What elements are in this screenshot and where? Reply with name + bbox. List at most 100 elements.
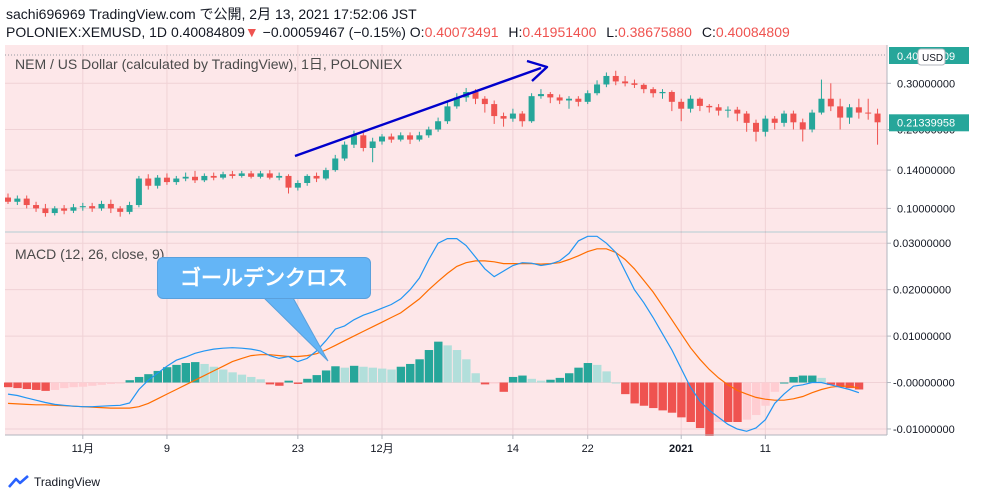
golden-cross-callout[interactable]: ゴールデンクロス [157, 257, 371, 299]
candle-body [500, 116, 507, 119]
candle-body [304, 175, 311, 183]
time-axis-label: 12月 [370, 443, 393, 455]
histogram-bar [462, 359, 471, 383]
chart-canvas[interactable]: NEM / US Dollar (calculated by TradingVi… [0, 0, 982, 470]
candle-body [537, 94, 544, 97]
time-axis[interactable]: 11月 9 23 12月 14 22 2021 11 [72, 435, 771, 455]
candle-body [201, 175, 208, 181]
histogram-bar [471, 373, 480, 383]
candle-body [715, 107, 722, 111]
tradingview-footer[interactable]: TradingView [8, 472, 100, 492]
histogram-bar [162, 367, 172, 383]
histogram-bar [13, 382, 22, 389]
currency-badge-box[interactable] [917, 48, 946, 66]
histogram-bar [349, 365, 359, 383]
candle-body [126, 205, 133, 212]
open-value: 0.40073491 [424, 24, 499, 40]
candle-body [678, 101, 685, 109]
current-price-label: 0.21339958 [897, 117, 955, 129]
histogram-bar [303, 378, 312, 383]
histogram-bar [546, 379, 555, 383]
histogram-bar [565, 373, 574, 383]
histogram-bar [359, 366, 368, 383]
time-axis-label: 11月 [72, 443, 94, 455]
candle-body [818, 98, 825, 113]
candle-body [388, 136, 395, 140]
histogram-bar [265, 382, 275, 385]
candle-body [706, 105, 713, 108]
histogram-bar [639, 382, 649, 406]
symbol-label[interactable]: POLONIEX:XEMUSD, 1D [6, 24, 168, 40]
price-axis-label: 0.30000000 [897, 78, 955, 90]
candle-body [753, 122, 759, 132]
histogram-bar [378, 368, 387, 383]
high-value: 0.41951400 [522, 24, 597, 40]
header-publish-line: sachi696969 TradingView.com で公開, 2月 13, … [6, 6, 417, 22]
histogram-bar [667, 382, 677, 413]
candle-body [472, 91, 479, 99]
histogram-bar [144, 374, 153, 383]
macd-axis-label: 0.01000000 [893, 331, 951, 343]
time-axis-label: 11 [760, 443, 771, 455]
price-axis-label: 0.14000000 [897, 165, 955, 177]
histogram-bar [50, 382, 60, 390]
histogram-bar [293, 382, 303, 384]
candle-body [33, 205, 40, 209]
histogram-bar [490, 382, 499, 384]
histogram-bar [798, 375, 808, 383]
candle-body [61, 208, 68, 211]
candle-body [416, 135, 423, 140]
candle-body [135, 178, 142, 206]
macd-axis[interactable]: 0.03000000 0.02000000 0.01000000 -0.0000000… [887, 238, 955, 436]
histogram-bar [742, 382, 752, 420]
histogram-bar [396, 366, 406, 383]
trend-arrow-line[interactable] [294, 66, 542, 158]
histogram-bar [191, 362, 200, 383]
candle-body [182, 176, 189, 179]
candle-body [809, 112, 816, 130]
candle-body [771, 118, 778, 123]
candle-body [51, 208, 58, 214]
candle-body [865, 112, 872, 114]
histogram-bar [32, 382, 41, 390]
current-price-label-box [889, 114, 969, 132]
histogram-bar [387, 369, 396, 383]
histogram-bar [761, 382, 770, 406]
histogram-bar [172, 364, 181, 383]
histogram-bar [60, 382, 69, 389]
candle-body [528, 96, 535, 122]
histogram-bar [340, 367, 349, 383]
candle-body [98, 203, 105, 209]
close-label: C: [701, 24, 716, 40]
candle-body [173, 178, 180, 183]
low-value: 0.38675880 [617, 24, 692, 40]
histogram-bar [770, 382, 780, 392]
histogram-bar [368, 367, 378, 383]
histogram-bar [415, 359, 424, 383]
histogram-bar [247, 376, 256, 383]
histogram-bar [686, 382, 695, 422]
candle-body [790, 113, 797, 123]
candle-body [453, 97, 460, 107]
candle-body [341, 144, 348, 159]
candle-body [734, 109, 741, 114]
histogram-bar [312, 375, 321, 383]
candle-body [696, 98, 703, 106]
histogram-bar [452, 350, 462, 383]
candle-body [650, 89, 657, 94]
histogram-bar [808, 375, 817, 383]
histogram-bar [658, 382, 667, 411]
histogram-bar [284, 380, 293, 383]
histogram-bar [4, 382, 13, 388]
histogram-bar [275, 382, 284, 386]
candle-body [322, 170, 329, 179]
histogram-bar [434, 341, 443, 383]
currency-badge[interactable]: USD [922, 53, 943, 64]
candle-body [89, 206, 96, 209]
candle-body [42, 208, 49, 214]
histogram-bar [106, 382, 116, 384]
candle-body [781, 113, 788, 123]
histogram-bar [826, 382, 836, 385]
candle-body [640, 84, 647, 90]
